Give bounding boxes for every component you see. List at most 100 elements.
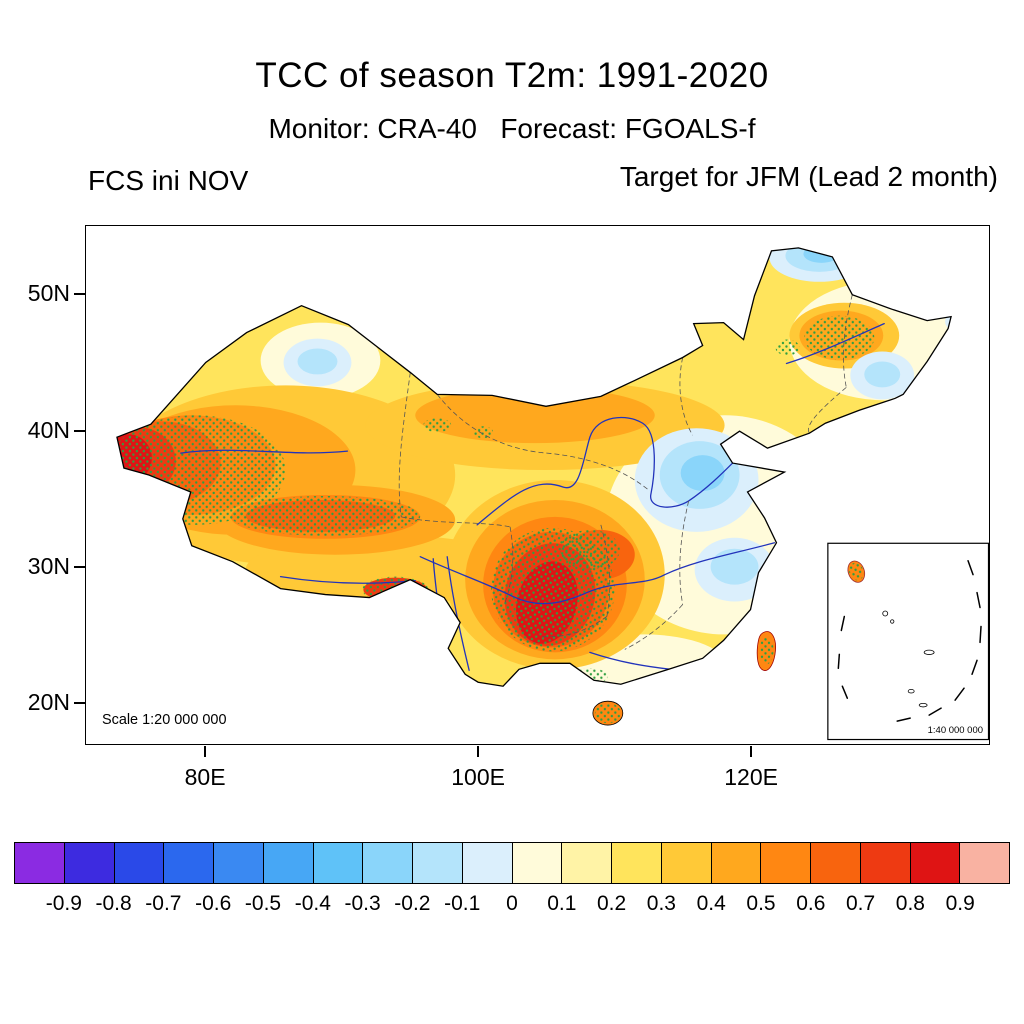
colorbar-cell bbox=[214, 843, 264, 883]
nine-dash-segment bbox=[954, 687, 965, 701]
contour-region bbox=[680, 455, 725, 491]
axis-tick bbox=[74, 701, 85, 704]
colorbar-cell bbox=[811, 843, 861, 883]
colorbar-cell bbox=[164, 843, 214, 883]
colorbar-cell bbox=[562, 843, 612, 883]
colorbar-tick-label: 0.3 bbox=[646, 892, 676, 915]
contour-region bbox=[710, 548, 759, 585]
contour-region bbox=[864, 361, 901, 388]
river bbox=[419, 542, 776, 605]
stipple-region bbox=[230, 495, 421, 536]
colorbar-tick-label: -0.4 bbox=[294, 892, 331, 915]
axis-tick bbox=[74, 293, 85, 296]
river bbox=[279, 575, 416, 584]
province-boundary bbox=[679, 357, 693, 436]
y-axis-tick-label: 40N bbox=[27, 416, 70, 443]
x-axis-tick-label: 80E bbox=[184, 764, 226, 790]
taiwan-stipple bbox=[759, 636, 774, 665]
nine-dash-segment bbox=[837, 653, 841, 670]
colorbar-tick-label: -0.1 bbox=[444, 892, 481, 915]
colorbar-tick-label: 0.9 bbox=[945, 892, 975, 915]
y-axis-tick-label: 50N bbox=[27, 280, 70, 307]
china-tcc-map: 1:40 000 000 Scale 1:20 000 000 bbox=[102, 247, 989, 741]
colorbar-tick-label: 0.6 bbox=[796, 892, 826, 915]
province-boundary bbox=[436, 394, 651, 492]
significance-stipple-layer bbox=[116, 315, 875, 685]
nine-dash-line bbox=[837, 559, 982, 722]
stipple-region bbox=[362, 576, 429, 603]
colorbar-cell bbox=[761, 843, 811, 883]
colorbar-cell bbox=[960, 843, 1009, 883]
inset-islet bbox=[882, 610, 889, 617]
colorbar-tick-label: 0.2 bbox=[596, 892, 627, 915]
colorbar-tick-label: -0.8 bbox=[95, 892, 132, 915]
map-frame: 1:40 000 000 Scale 1:20 000 000 bbox=[85, 225, 990, 745]
inset-scale-label: 1:40 000 000 bbox=[928, 725, 983, 736]
inset-island-stipple bbox=[849, 562, 864, 581]
nine-dash-segment bbox=[971, 659, 978, 676]
nine-dash-segment bbox=[841, 685, 849, 699]
map-scale-label: Scale 1:20 000 000 bbox=[102, 712, 227, 728]
colorbar-tick-label: -0.7 bbox=[145, 892, 182, 915]
colorbar-cell bbox=[313, 843, 364, 883]
y-axis-tick-label: 30N bbox=[27, 552, 70, 579]
river bbox=[446, 556, 470, 671]
province-boundary bbox=[679, 500, 690, 605]
colorbar-tick-label: -0.9 bbox=[45, 892, 82, 915]
river bbox=[476, 416, 734, 526]
inset-islet bbox=[890, 619, 895, 624]
colorbar-cell bbox=[64, 843, 115, 883]
colorbar-cell bbox=[114, 843, 165, 883]
colorbar-cell bbox=[612, 843, 662, 883]
colorbar-cell bbox=[512, 843, 563, 883]
x-axis-tick-label: 120E bbox=[724, 764, 778, 790]
china-coastline bbox=[116, 247, 952, 687]
axis-tick bbox=[74, 429, 85, 432]
colorbar-cell bbox=[661, 843, 712, 883]
stipple-region bbox=[775, 339, 800, 356]
inset-islet bbox=[918, 702, 928, 708]
province-boundary bbox=[504, 526, 514, 603]
colorbar-cell bbox=[413, 843, 463, 883]
nine-dash-segment bbox=[896, 717, 911, 722]
stipple-region bbox=[423, 418, 452, 433]
colorbar-tick-label: -0.3 bbox=[344, 892, 381, 915]
contour-region bbox=[297, 348, 338, 375]
hainan-stipple bbox=[594, 703, 621, 724]
target-season-label: Target for JFM (Lead 2 month) bbox=[619, 161, 998, 192]
axis-tick bbox=[74, 565, 85, 568]
colorbar-tick-label: 0.5 bbox=[746, 892, 776, 915]
x-axis-tick-label: 100E bbox=[451, 764, 505, 790]
colorbar-tick-label: -0.6 bbox=[195, 892, 232, 915]
colorbar-cell bbox=[263, 843, 314, 883]
colorbar-tick-label: 0.4 bbox=[696, 892, 726, 915]
province-boundaries-layer bbox=[398, 294, 853, 650]
nine-dash-segment bbox=[979, 625, 982, 644]
stipple-region bbox=[473, 426, 494, 439]
colorbar-cell bbox=[462, 843, 513, 883]
province-boundary bbox=[398, 372, 411, 517]
forecast-init-label: FCS ini NOV bbox=[88, 165, 249, 196]
stipple-region bbox=[804, 315, 875, 360]
taiwan-island bbox=[756, 631, 776, 671]
inset-islet bbox=[923, 649, 935, 655]
stipple-region bbox=[559, 529, 620, 570]
colorbar-tick-label: 0 bbox=[506, 892, 518, 915]
axis-tick bbox=[750, 746, 753, 757]
colorbar-cell bbox=[860, 843, 911, 883]
inset-islet bbox=[907, 689, 915, 694]
nine-dash-segment bbox=[967, 559, 974, 576]
nine-dash-segment bbox=[928, 707, 942, 716]
axis-tick bbox=[204, 746, 207, 757]
colorbar-tick-label: 0.1 bbox=[547, 892, 577, 915]
province-boundary bbox=[808, 387, 847, 434]
y-axis-tick-label: 20N bbox=[27, 688, 70, 715]
colorbar-tick-label: -0.5 bbox=[244, 892, 282, 915]
figure-title: TCC of season T2m: 1991-2020 bbox=[255, 56, 769, 95]
south-china-sea-inset: 1:40 000 000 bbox=[827, 542, 989, 741]
river bbox=[180, 449, 349, 454]
colorbar-cell bbox=[15, 843, 65, 883]
hainan-island bbox=[592, 700, 624, 726]
colorbar-cell bbox=[363, 843, 413, 883]
